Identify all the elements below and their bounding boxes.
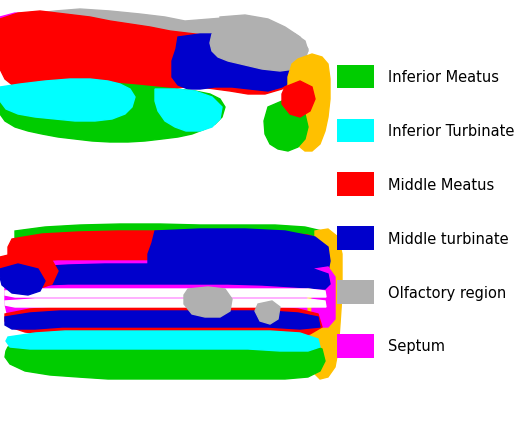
Polygon shape [0,14,30,32]
Polygon shape [6,331,320,351]
Polygon shape [15,224,325,244]
Text: Inferior Turbinate: Inferior Turbinate [388,124,514,138]
Polygon shape [5,264,330,289]
Polygon shape [0,84,225,143]
Polygon shape [5,261,330,341]
Polygon shape [210,16,308,72]
Polygon shape [0,12,300,100]
Text: Middle turbinate: Middle turbinate [388,231,508,246]
Polygon shape [308,230,342,379]
Polygon shape [0,80,135,122]
Polygon shape [8,231,328,271]
Polygon shape [184,287,232,317]
Polygon shape [155,90,222,132]
Text: Middle Meatus: Middle Meatus [388,178,494,192]
Polygon shape [264,102,308,152]
Text: Olfactory region: Olfactory region [388,285,506,300]
Polygon shape [5,299,326,307]
Text: Septum: Septum [388,339,444,353]
Polygon shape [148,230,330,274]
Polygon shape [5,289,326,297]
Polygon shape [30,10,308,72]
Polygon shape [0,252,58,289]
Polygon shape [288,55,330,152]
Polygon shape [0,264,45,295]
Text: Inferior Meatus: Inferior Meatus [388,70,499,85]
Polygon shape [172,35,302,92]
Polygon shape [312,267,335,327]
Polygon shape [5,311,320,329]
Polygon shape [255,301,280,324]
Polygon shape [5,307,322,337]
Polygon shape [282,82,315,118]
Polygon shape [5,341,325,379]
